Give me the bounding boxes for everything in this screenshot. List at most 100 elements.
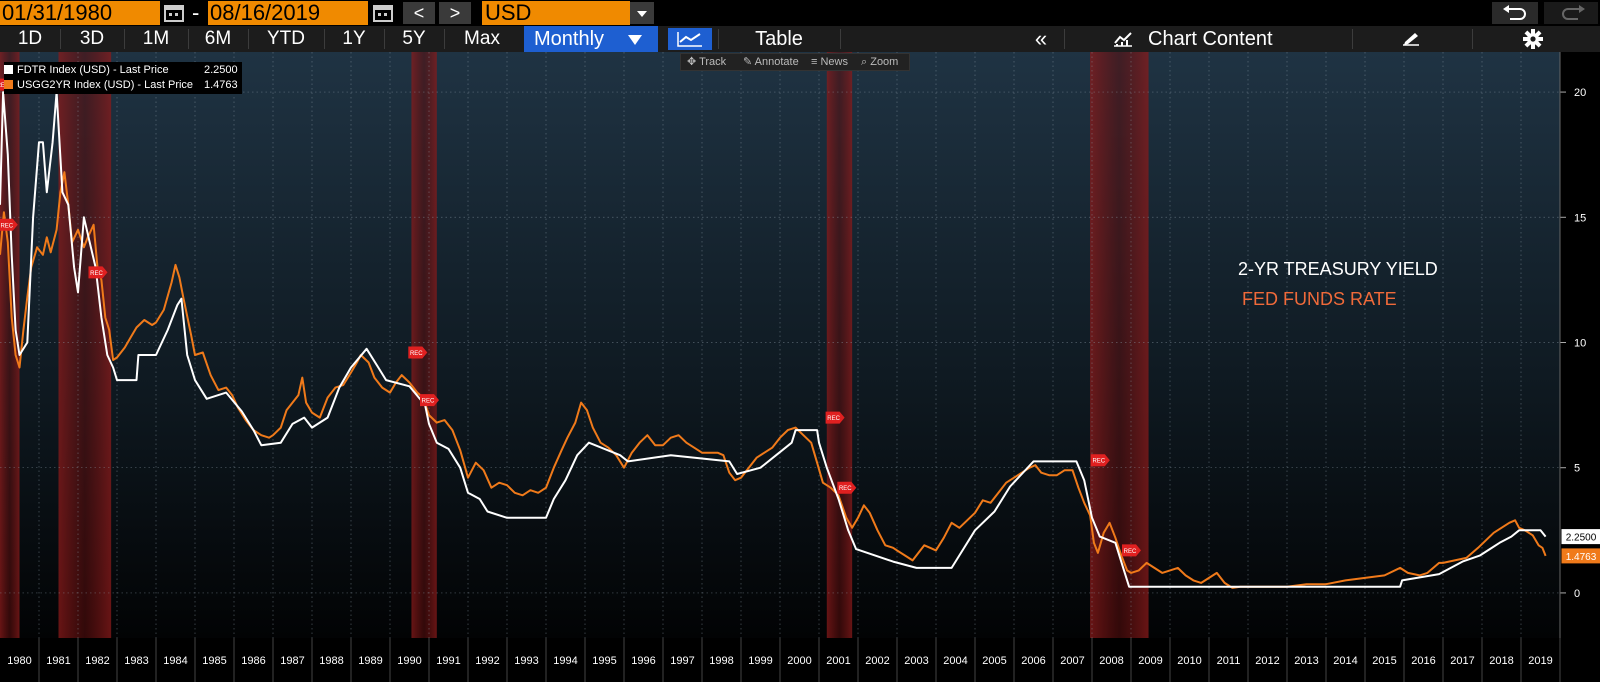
- recession-marker-shape: [837, 481, 857, 494]
- x-tick-label: 2008: [1099, 655, 1123, 667]
- badge-bg: [1561, 548, 1600, 564]
- annotation-fedfunds: FED FUNDS RATE: [1242, 289, 1397, 309]
- legend-swatch: [4, 80, 13, 89]
- recession-marker-shape: [1090, 454, 1110, 467]
- x-tick-label: 1988: [319, 655, 343, 667]
- zoom-tool[interactable]: ⌕ Zoom: [861, 56, 899, 68]
- periodicity-label: Monthly: [534, 28, 605, 50]
- range-5y-button[interactable]: 5Y: [402, 28, 426, 49]
- line-chart: RECRECRECRECRECRECRECRECRECREC 198019811…: [0, 52, 1600, 682]
- range-1y-button[interactable]: 1Y: [342, 28, 366, 49]
- x-tick-label: 2001: [826, 655, 850, 667]
- range-1m-button[interactable]: 1M: [142, 28, 170, 49]
- line-chart-button[interactable]: [668, 28, 712, 50]
- y-tick-label: 0: [1574, 588, 1580, 600]
- recession-marker: REC: [0, 218, 18, 231]
- x-tick-label: 2002: [865, 655, 889, 667]
- range-ytd-button[interactable]: YTD: [267, 28, 305, 49]
- xaxis-panel: [0, 638, 1600, 682]
- range-3d-button[interactable]: 3D: [79, 28, 105, 49]
- recession-marker-shape: [0, 218, 18, 231]
- table-button[interactable]: Table: [755, 28, 803, 50]
- legend-value: 2.2500: [204, 64, 238, 76]
- usgg2yr-last-value-badge: 1.4763: [1561, 548, 1600, 564]
- recession-marker-label: REC: [90, 271, 103, 277]
- news-label: News: [820, 56, 848, 68]
- divider: [1472, 29, 1473, 49]
- redo-button[interactable]: [1544, 2, 1598, 24]
- x-tick-label: 1981: [46, 655, 70, 667]
- end-date-input[interactable]: 08/16/2019: [208, 1, 368, 25]
- chart-mini-toolbar: ✥ Track ✎ Annotate ≡ News ⌕ Zoom: [680, 53, 910, 71]
- gear-icon[interactable]: [1522, 28, 1544, 50]
- recession-marker-label: REC: [422, 399, 435, 405]
- recession-marker-shape: [408, 346, 428, 359]
- undo-button[interactable]: [1492, 2, 1538, 24]
- x-tick-label: 1992: [475, 655, 499, 667]
- currency-select[interactable]: USD: [482, 1, 630, 25]
- x-tick-label: 2004: [943, 655, 967, 667]
- range-toolbar: 1D 3D 1M 6M YTD 1Y 5Y Max Monthly Table …: [0, 26, 1600, 52]
- x-tick-label: 2016: [1411, 655, 1435, 667]
- annotate-tool[interactable]: ✎ Annotate: [743, 56, 799, 68]
- badge-label: 1.4763: [1566, 552, 1597, 563]
- track-tool[interactable]: ✥ Track: [687, 56, 727, 68]
- x-tick-label: 1982: [85, 655, 109, 667]
- x-tick-label: 1984: [163, 655, 187, 667]
- caret-down-icon: [628, 35, 642, 45]
- track-label: Track: [699, 56, 727, 68]
- chevron-down-icon[interactable]: [630, 2, 654, 24]
- recession-band: [411, 52, 437, 638]
- x-tick-label: 1996: [631, 655, 655, 667]
- range-max-button[interactable]: Max: [464, 28, 500, 49]
- badge-label: 2.2500: [1566, 533, 1597, 544]
- recession-marker-shape: [825, 411, 845, 424]
- x-tick-label: 1989: [358, 655, 382, 667]
- x-tick-label: 1999: [748, 655, 772, 667]
- legend-item-fdtr[interactable]: FDTR Index (USD) - Last Price 2.2500: [4, 63, 238, 78]
- x-tick-label: 2005: [982, 655, 1006, 667]
- line-chart-icon: [677, 32, 702, 47]
- calendar-icon[interactable]: [372, 3, 394, 23]
- undo-icon: [1503, 5, 1526, 20]
- redo-icon: [1562, 5, 1585, 20]
- x-tick-label: 1995: [592, 655, 616, 667]
- x-tick-label: 1990: [397, 655, 421, 667]
- x-tick-label: 1998: [709, 655, 733, 667]
- news-tool[interactable]: ≡ News: [811, 56, 848, 68]
- fdtr-series-line: [0, 91, 1547, 588]
- divider: [188, 29, 189, 49]
- divider: [384, 29, 385, 49]
- x-tick-label: 2006: [1021, 655, 1045, 667]
- y-tick-label: 20: [1574, 87, 1586, 99]
- legend-item-usgg2yr[interactable]: USGG2YR Index (USD) - Last Price 1.4763: [4, 78, 238, 93]
- divider: [840, 29, 841, 49]
- chart-legend[interactable]: FDTR Index (USD) - Last Price 2.2500 USG…: [4, 62, 242, 94]
- x-tick-label: 2018: [1489, 655, 1513, 667]
- legend-value: 1.4763: [204, 79, 238, 91]
- recession-marker-label: REC: [827, 416, 840, 422]
- top-toolbar: 01/31/1980 - 08/16/2019 < > USD: [0, 0, 1600, 26]
- edit-icon[interactable]: [1400, 29, 1422, 49]
- x-tick-label: 2010: [1177, 655, 1201, 667]
- next-period-button[interactable]: >: [439, 2, 471, 24]
- range-1d-button[interactable]: 1D: [17, 28, 43, 49]
- recession-marker-label: REC: [410, 351, 423, 357]
- divider: [1064, 29, 1065, 49]
- chart-content-icon[interactable]: [1112, 29, 1134, 49]
- recession-marker-shape: [88, 266, 108, 279]
- recession-marker-shape: [1122, 544, 1141, 557]
- start-date-input[interactable]: 01/31/1980: [0, 1, 160, 25]
- y-tick-label: 5: [1574, 463, 1580, 475]
- range-6m-button[interactable]: 6M: [204, 28, 232, 49]
- legend-label: USGG2YR Index (USD) - Last Price: [17, 79, 194, 91]
- date-separator: -: [192, 0, 200, 25]
- calendar-icon[interactable]: [163, 3, 185, 23]
- prev-period-button[interactable]: <: [403, 2, 435, 24]
- chart-content-button[interactable]: Chart Content: [1148, 28, 1273, 50]
- recession-marker-label: REC: [1092, 459, 1105, 465]
- recession-marker: REC: [408, 346, 428, 359]
- collapse-panel-button[interactable]: «: [1034, 26, 1048, 51]
- x-tick-label: 1980: [7, 655, 31, 667]
- zoom-label: Zoom: [870, 56, 899, 68]
